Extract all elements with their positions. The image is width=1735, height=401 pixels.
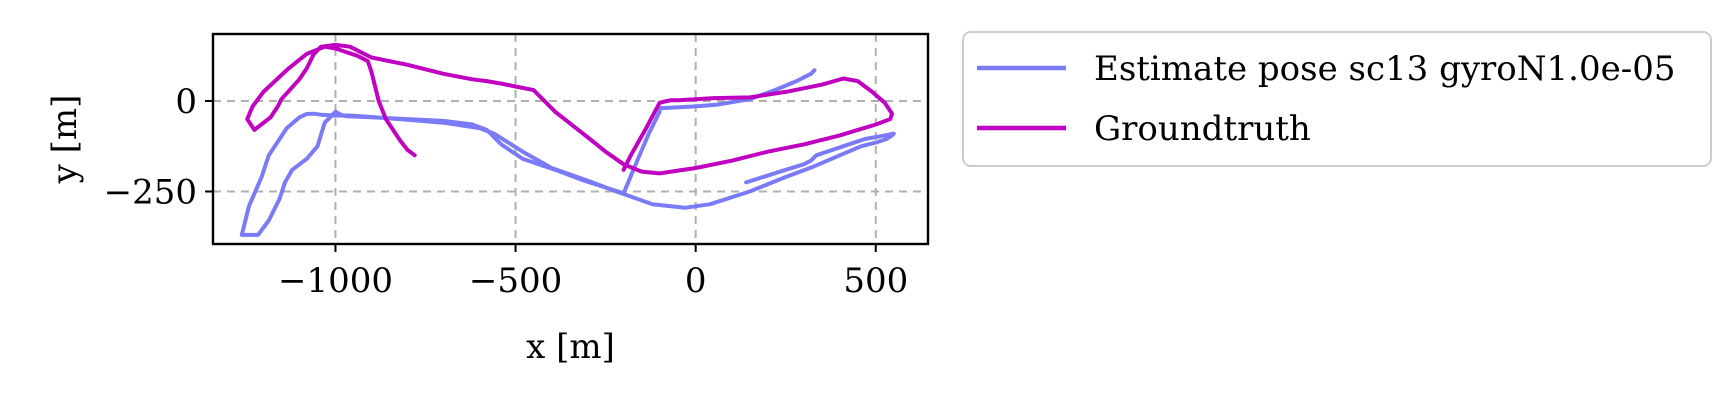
series-line-groundtruth xyxy=(245,42,894,176)
legend: Estimate pose sc13 gyroN1.0e-05 Groundtr… xyxy=(962,31,1712,167)
series-lines xyxy=(239,42,896,237)
legend-label-groundtruth: Groundtruth xyxy=(1094,109,1311,149)
y-axis-label: y [m] xyxy=(45,95,85,185)
grid-lines xyxy=(213,34,928,244)
legend-label-estimate: Estimate pose sc13 gyroN1.0e-05 xyxy=(1094,49,1675,89)
x-tick-label-1: −500 xyxy=(469,261,562,301)
legend-box xyxy=(962,31,1712,167)
plot-frame xyxy=(211,32,930,246)
y-tick-label-1: 0 xyxy=(175,82,197,122)
y-tick-label-0: −250 xyxy=(104,173,197,213)
x-tick-label-2: 0 xyxy=(685,261,707,301)
x-axis-label: x [m] xyxy=(526,327,615,367)
x-tick-label-3: 500 xyxy=(843,261,908,301)
series-line-estimate xyxy=(239,68,896,237)
x-tick-label-0: −1000 xyxy=(278,261,393,301)
axis-ticks: −1000 −500 0 500 −250 0 xyxy=(104,82,909,301)
